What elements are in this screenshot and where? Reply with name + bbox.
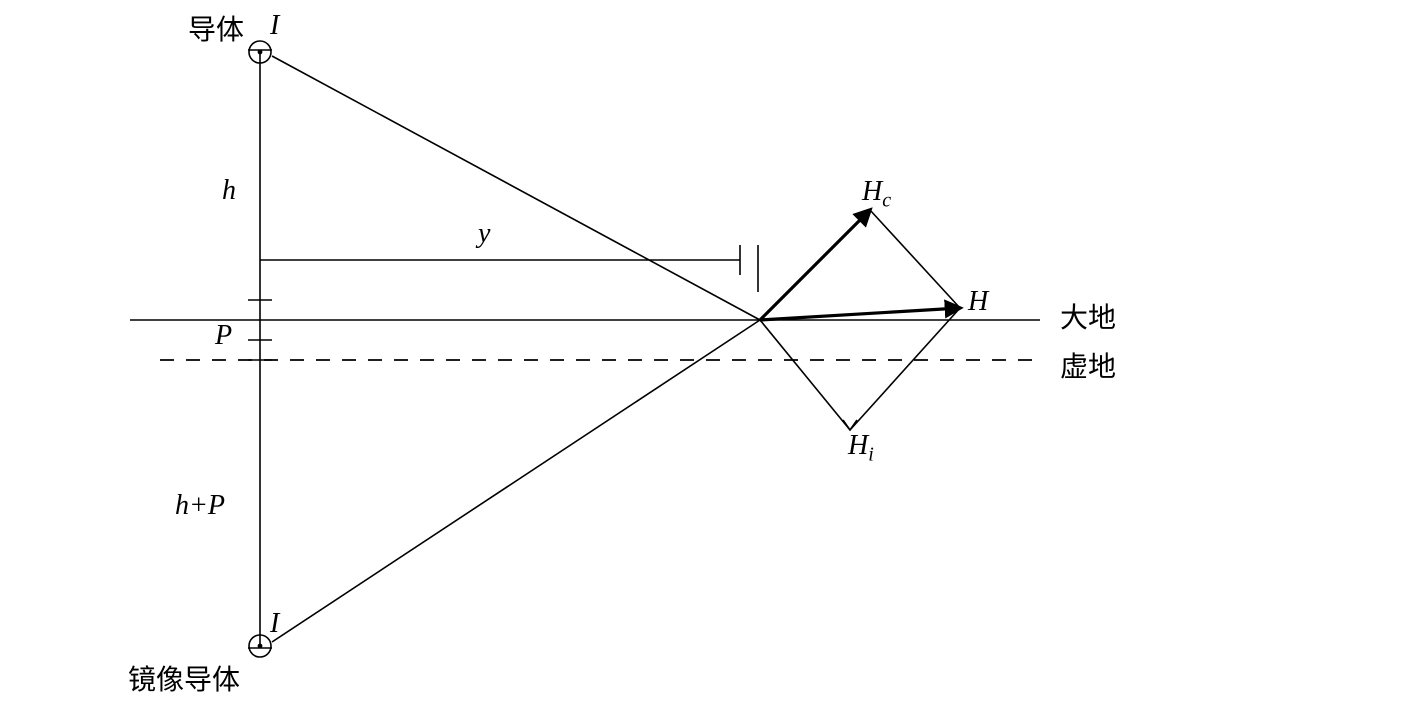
- label-hi: Hi: [848, 430, 874, 467]
- vector-h: [760, 308, 960, 320]
- vector-hc: [760, 210, 870, 320]
- label-hc: Hc: [862, 176, 891, 213]
- vector-hi: [760, 320, 850, 430]
- ray-bottom: [272, 320, 760, 642]
- label-i-bottom: I: [270, 608, 279, 640]
- label-h-vector: H: [968, 286, 988, 318]
- ray-top: [272, 56, 760, 320]
- conductor-top-dot: [258, 50, 263, 55]
- conductor-bottom-dot: [258, 644, 263, 649]
- label-h: h: [222, 175, 236, 207]
- label-y: y: [478, 218, 490, 250]
- label-virtual-ground: 虚地: [1060, 345, 1116, 385]
- label-conductor-top: 导体: [188, 8, 244, 48]
- label-ground: 大地: [1060, 296, 1116, 336]
- image-method-diagram: [0, 0, 1415, 711]
- parallelogram-top: [870, 210, 960, 308]
- label-h-plus-p: h+P: [175, 490, 225, 522]
- label-mirror-conductor: 镜像导体: [128, 658, 240, 698]
- parallelogram-bottom: [850, 308, 960, 430]
- label-p: P: [215, 320, 232, 352]
- label-i-top: I: [270, 10, 279, 42]
